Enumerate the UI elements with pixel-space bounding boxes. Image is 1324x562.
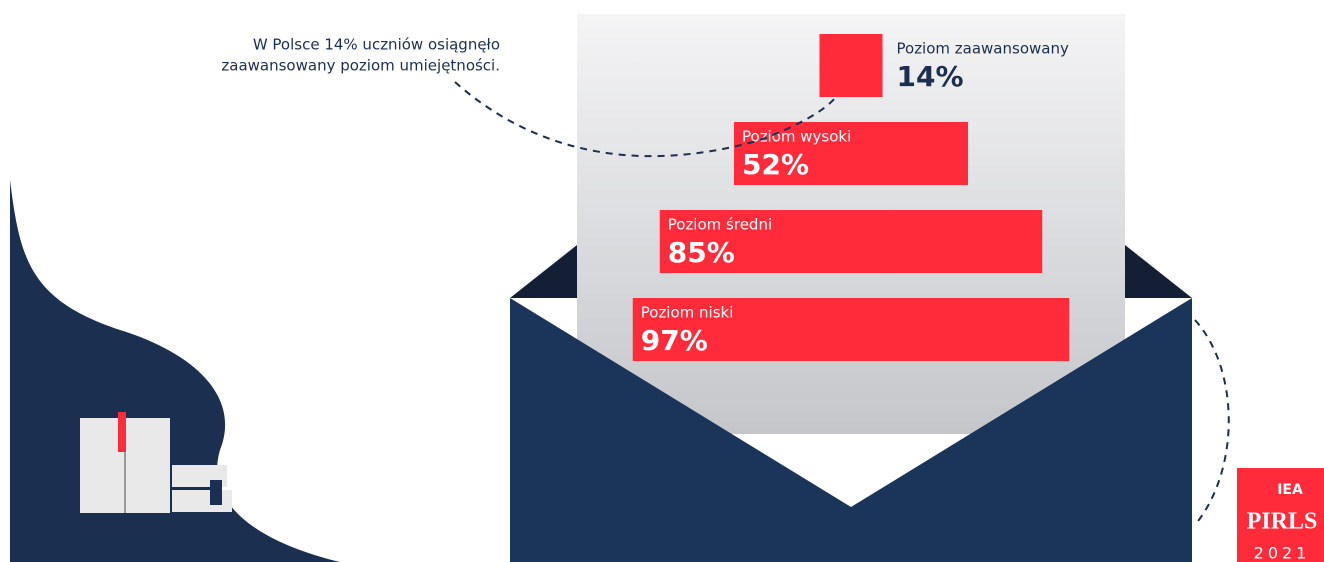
bar-value-label: 97% [641,324,708,357]
bar-category: Poziom niski [641,304,734,322]
annotation: W Polsce 14% uczniów osiągnęło [253,36,500,54]
bar-category: Poziom wysoki [742,128,851,146]
bar-value-label: 85% [668,236,735,269]
bar [819,34,883,97]
bar [659,210,1043,273]
logo-name: PIRLS [1247,509,1318,535]
logo-box [1237,468,1324,562]
envelope-front [510,298,1192,562]
connector [454,81,836,158]
bar [632,298,1070,361]
book-icon [80,412,232,513]
logo-year: 2021 [1254,544,1311,562]
bar-category: Poziom średni [668,216,772,234]
connector [1194,319,1230,526]
bar-value-label: 14% [897,60,964,93]
annotation: zaawansowany poziom umiejętności. [221,57,500,75]
bar [734,122,968,185]
bar-value-label: 52% [742,148,809,181]
bar-category: Poziom zaawansowany [897,40,1069,58]
logo-org: IEA [1277,482,1303,498]
